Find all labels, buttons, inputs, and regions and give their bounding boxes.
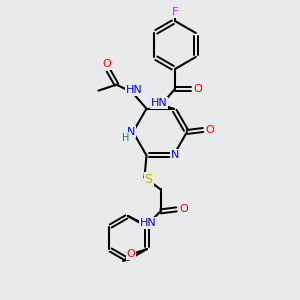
Text: HN: HN (151, 98, 167, 108)
Text: O: O (194, 84, 202, 94)
Text: H: H (122, 133, 130, 143)
Text: S: S (145, 173, 152, 186)
Text: F: F (172, 7, 178, 17)
Text: O: O (206, 125, 214, 135)
Text: HN: HN (126, 85, 143, 94)
Text: O: O (179, 204, 188, 214)
Text: N: N (127, 127, 135, 137)
Text: N: N (171, 150, 180, 161)
Text: HN: HN (140, 218, 157, 228)
Text: O: O (102, 58, 111, 69)
Text: O: O (127, 249, 135, 259)
